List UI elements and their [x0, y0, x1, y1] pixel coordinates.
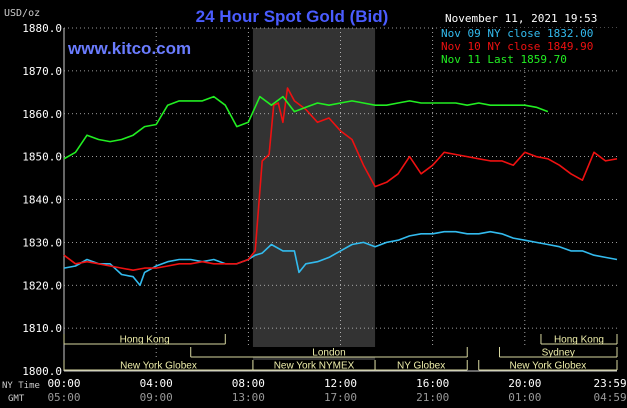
nymex-shade [252, 28, 376, 371]
y-tick-label: 1860.0 [22, 108, 62, 121]
shade-layer [252, 28, 376, 371]
y-tick-label: 1840.0 [22, 194, 62, 207]
x-tick-gmt: 01:00 [508, 391, 541, 404]
x-tick-ny: 23:59 [593, 377, 626, 390]
chart-title: 24 Hour Spot Gold (Bid) [196, 7, 389, 26]
y-tick-label: 1850.0 [22, 151, 62, 164]
session-layer: Hong Kong Hong Kong London Sydney New York G… [63, 334, 618, 372]
series-line-nov-09 [63, 230, 618, 287]
gmt-label: GMT [8, 394, 25, 404]
legend: Nov 09 NY close 1832.00 Nov 10 NY close … [437, 27, 625, 68]
x-tick-ny: 04:00 [140, 377, 173, 390]
series-line-nov-10 [63, 87, 618, 272]
x-tick-ny: 12:00 [324, 377, 357, 390]
x-tick-ny: 16:00 [416, 377, 449, 390]
legend-box [437, 28, 625, 68]
session-bg [252, 360, 376, 370]
series-line-nov-11 [63, 95, 549, 160]
x-tick-gmt: 05:00 [47, 391, 80, 404]
session-label: NY Globex [397, 361, 445, 372]
x-tick-ny: 20:00 [508, 377, 541, 390]
unit-label: USD/oz [4, 8, 40, 19]
legend-nov09: Nov 09 NY close 1832.00 [441, 27, 593, 40]
x-tick-gmt: 21:00 [416, 391, 449, 404]
ny-time-label: NY Time [2, 381, 40, 391]
y-tick-label: 1870.0 [22, 65, 62, 78]
session-label: Hong Kong [120, 335, 170, 346]
x-tick-gmt: 09:00 [140, 391, 173, 404]
session-label: New York Globex [120, 361, 197, 372]
y-tick-label: 1830.0 [22, 236, 62, 249]
series-layer [63, 87, 618, 287]
session-bg [499, 347, 617, 357]
x-tick-gmt: 13:00 [232, 391, 265, 404]
legend-nov10: Nov 10 NY close 1849.90 [441, 40, 593, 53]
session-bg [190, 347, 468, 357]
y-tick-label: 1880.0 [22, 22, 62, 35]
x-tick-gmt: 04:59 [593, 391, 626, 404]
website-label: www.kitco.com [67, 39, 191, 58]
session-bg [64, 334, 226, 344]
session-label: Sydney [542, 348, 575, 359]
session-bg [64, 360, 253, 370]
session-bg [375, 360, 468, 370]
grid-layer [63, 27, 617, 372]
label-layer: 1800.0 1810.0 1820.0 1830.0 1840.0 1850.0 1860… [22, 22, 626, 404]
y-tick-label: 1800.0 [22, 365, 62, 378]
x-tick-ny: 08:00 [232, 377, 265, 390]
session-label: Hong Kong [554, 335, 604, 346]
datetime-label: November 11, 2021 19:53 [445, 12, 597, 25]
x-tick-gmt: 17:00 [324, 391, 357, 404]
x-tick-ny: 00:00 [47, 377, 80, 390]
session-bg [478, 360, 617, 370]
session-label: London [312, 348, 345, 359]
y-tick-label: 1810.0 [22, 322, 62, 335]
y-tick-label: 1820.0 [22, 279, 62, 292]
session-label: New York Globex [510, 361, 587, 372]
legend-nov11: Nov 11 Last 1859.70 [441, 53, 567, 66]
session-label: New York NYMEX [274, 361, 355, 372]
session-bg [540, 334, 617, 344]
